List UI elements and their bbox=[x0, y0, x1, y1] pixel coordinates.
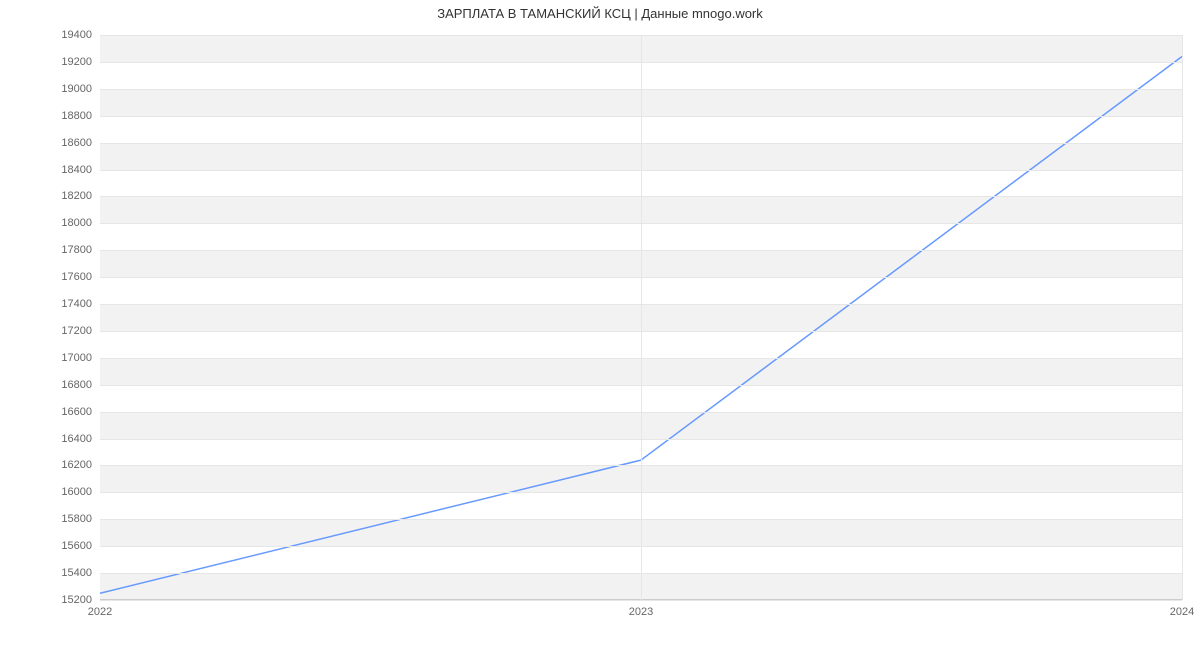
y-tick-label: 16800 bbox=[61, 379, 100, 391]
y-tick-label: 15800 bbox=[61, 513, 100, 525]
y-tick-label: 18000 bbox=[61, 217, 100, 229]
y-tick-label: 16200 bbox=[61, 459, 100, 471]
y-tick-label: 16600 bbox=[61, 406, 100, 418]
y-tick-label: 17800 bbox=[61, 244, 100, 256]
x-tick-label: 2023 bbox=[629, 600, 653, 618]
y-tick-label: 18600 bbox=[61, 137, 100, 149]
chart-title: ЗАРПЛАТА В ТАМАНСКИЙ КСЦ | Данные mnogo.… bbox=[0, 6, 1200, 21]
y-tick-label: 15600 bbox=[61, 540, 100, 552]
y-tick-label: 19200 bbox=[61, 56, 100, 68]
plot-area: 1520015400156001580016000162001640016600… bbox=[100, 35, 1182, 600]
x-gridline bbox=[1182, 35, 1183, 600]
x-gridline bbox=[641, 35, 642, 600]
y-tick-label: 17000 bbox=[61, 352, 100, 364]
x-tick-label: 2022 bbox=[88, 600, 112, 618]
y-tick-label: 18800 bbox=[61, 110, 100, 122]
salary-line-chart: ЗАРПЛАТА В ТАМАНСКИЙ КСЦ | Данные mnogo.… bbox=[0, 0, 1200, 650]
y-tick-label: 19400 bbox=[61, 29, 100, 41]
y-tick-label: 16400 bbox=[61, 433, 100, 445]
y-tick-label: 18400 bbox=[61, 164, 100, 176]
y-tick-label: 16000 bbox=[61, 486, 100, 498]
x-tick-label: 2024 bbox=[1170, 600, 1194, 618]
y-tick-label: 17200 bbox=[61, 325, 100, 337]
y-tick-label: 15400 bbox=[61, 567, 100, 579]
y-tick-label: 18200 bbox=[61, 190, 100, 202]
y-tick-label: 17600 bbox=[61, 271, 100, 283]
y-tick-label: 17400 bbox=[61, 298, 100, 310]
y-tick-label: 19000 bbox=[61, 83, 100, 95]
